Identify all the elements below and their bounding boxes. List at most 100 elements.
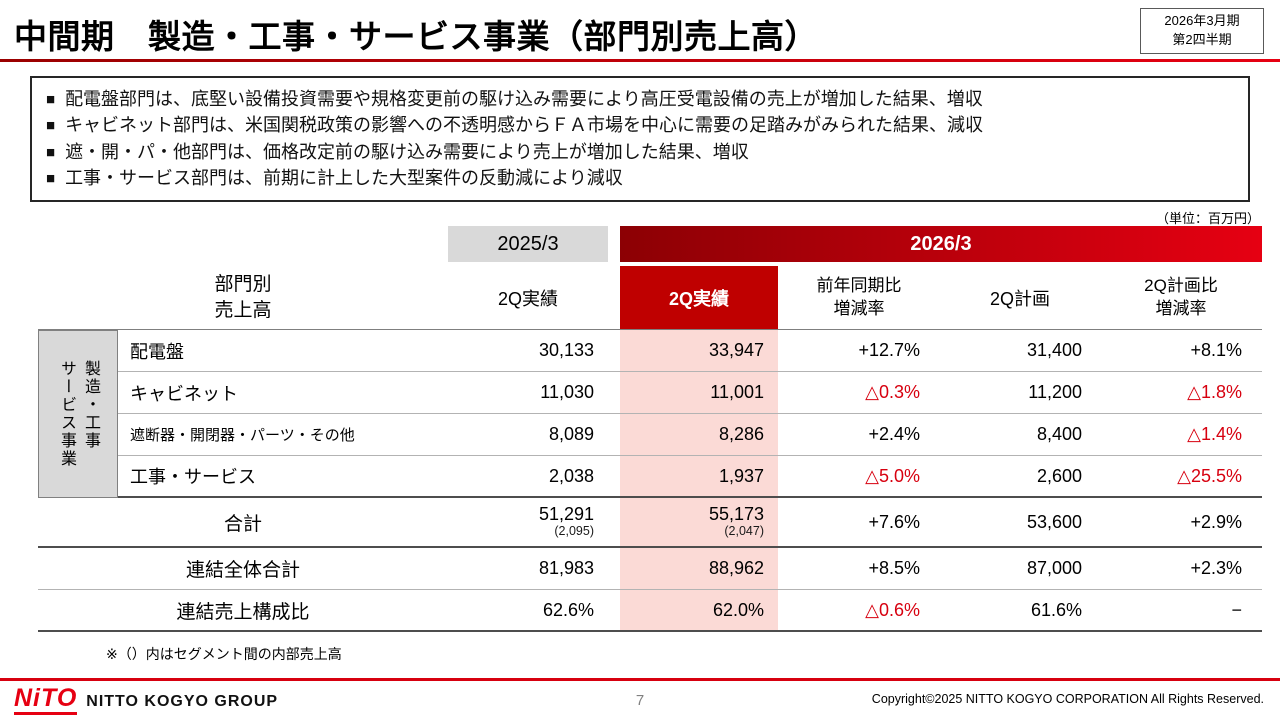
cell-prev-actual: 30,133 xyxy=(538,340,594,360)
table-row-segment-total: 合計 51,291 (2,095) 55,173 (2,047) +7.6% 5… xyxy=(38,498,1262,548)
cell-prev-actual: 8,089 xyxy=(548,424,594,444)
header-prev-q2-actual: 2Q実績 xyxy=(497,288,558,309)
total-prev-value: 51,291 xyxy=(538,504,594,525)
column-gap xyxy=(608,330,620,371)
cell-yoy: +8.5% xyxy=(868,558,920,578)
footer-divider xyxy=(0,678,1280,681)
total-prev-internal-sales: (2,095) xyxy=(554,524,594,539)
copyright-text: Copyright©2025 NITTO KOGYO CORPORATION A… xyxy=(871,692,1264,706)
column-group-curr-year: 2026/3 xyxy=(620,226,1262,262)
cell-plan: 11,200 xyxy=(1028,382,1082,402)
segment-vertical-label: 製造・工事 サービス事業 xyxy=(38,330,118,498)
table-row-cabinet: キャビネット 11,030 11,001 △0.3% 11,200 △1.8% xyxy=(38,372,1262,414)
total-curr-value: 55,173 xyxy=(708,504,764,525)
column-gap xyxy=(608,266,620,329)
cell-yoy: △0.3% xyxy=(865,382,920,402)
row-label: 連結全体合計 xyxy=(185,560,300,581)
row-label: 工事・サービス xyxy=(130,467,256,487)
highlight-item: ■ キャビネット部門は、米国関税政策の影響への不透明感からＦＡ市場を中心に需要の足… xyxy=(46,114,1234,137)
sales-table: 2025/3 2026/3 部門別 売上高 2Q実績 2Q実績 前年同期比 増減… xyxy=(38,226,1262,632)
bullet-icon: ■ xyxy=(46,90,56,108)
highlight-item: ■ 工事・サービス部門は、前期に計上した大型案件の反動減により減収 xyxy=(46,167,1234,190)
column-gap xyxy=(608,456,620,496)
row-label: 連結売上構成比 xyxy=(176,601,310,623)
cell-yoy: △5.0% xyxy=(865,465,920,486)
highlight-item: ■ 配電盤部門は、底堅い設備投資需要や規格変更前の駆け込み需要により高圧受電設備の… xyxy=(46,88,1234,111)
cell-plan: 2,600 xyxy=(1036,465,1082,486)
fiscal-period-box: 2026年3月期 第2四半期 xyxy=(1140,8,1264,54)
cell-curr-actual: 62.0% xyxy=(620,590,778,630)
column-group-prev-year: 2025/3 xyxy=(448,226,608,262)
cell-vs-plan: +2.3% xyxy=(1190,558,1242,578)
cell-curr-actual: 1,937 xyxy=(620,456,778,496)
highlight-item: ■ 遮・開・パ・他部門は、価格改定前の駆け込み需要により売上が増加した結果、増収 xyxy=(46,141,1234,164)
row-label: 遮断器・開閉器・パーツ・その他 xyxy=(130,427,355,444)
cell-vs-plan: +8.1% xyxy=(1190,340,1242,360)
cell-yoy: △0.6% xyxy=(865,599,920,620)
cell-plan: 31,400 xyxy=(1026,340,1082,360)
cell-curr-actual: 55,173 (2,047) xyxy=(620,498,778,546)
cell-curr-actual: 8,286 xyxy=(620,414,778,455)
bullet-icon: ■ xyxy=(46,117,56,135)
row-label: キャビネット xyxy=(130,383,238,404)
table-row-consolidated-total: 連結全体合計 81,983 88,962 +8.5% 87,000 +2.3% xyxy=(38,548,1262,590)
row-label: 配電盤 xyxy=(130,341,184,362)
row-label: 合計 xyxy=(223,513,262,535)
highlight-text: 配電盤部門は、底堅い設備投資需要や規格変更前の駆け込み需要により高圧受電設備の売… xyxy=(65,88,983,109)
column-header-row: 部門別 売上高 2Q実績 2Q実績 前年同期比 増減率 2Q計画 2Q計画比 増… xyxy=(38,266,1262,330)
header-division: 部門別 売上高 xyxy=(214,273,272,321)
column-gap xyxy=(608,372,620,413)
cell-vs-plan: +2.9% xyxy=(1190,511,1242,532)
unit-note: （単位：百万円） xyxy=(1155,211,1260,226)
table-row-breakers-parts: 遮断器・開閉器・パーツ・その他 8,089 8,286 +2.4% 8,400 … xyxy=(38,414,1262,456)
column-gap xyxy=(608,498,620,546)
cell-plan: 87,000 xyxy=(1026,558,1082,578)
cell-prev-actual: 11,030 xyxy=(540,382,594,402)
fiscal-quarter-label: 第2四半期 xyxy=(1172,31,1232,47)
cell-vs-plan: △1.4% xyxy=(1187,424,1242,444)
cell-vs-plan: − xyxy=(1231,599,1242,620)
cell-curr-actual: 33,947 xyxy=(620,330,778,371)
bullet-icon: ■ xyxy=(46,143,56,161)
header-curr-q2-actual: 2Q実績 xyxy=(620,266,778,329)
cell-plan: 53,600 xyxy=(1026,511,1082,532)
cell-plan: 8,400 xyxy=(1036,424,1082,444)
column-gap xyxy=(608,590,620,630)
page-number: 7 xyxy=(635,692,645,709)
highlight-text: キャビネット部門は、米国関税政策の影響への不透明感からＦＡ市場を中心に需要の足踏… xyxy=(65,115,984,136)
cell-vs-plan: △1.8% xyxy=(1187,382,1242,402)
company-logo: NiTO NITTO KOGYO GROUP xyxy=(14,686,278,715)
table-row-construction-service: 工事・サービス 2,038 1,937 △5.0% 2,600 △25.5% xyxy=(38,456,1262,498)
cell-curr-actual: 88,962 xyxy=(620,548,778,589)
cell-prev-actual: 2,038 xyxy=(548,465,594,486)
bullet-icon: ■ xyxy=(46,170,56,188)
fiscal-year-label: 2026年3月期 xyxy=(1164,13,1240,28)
page-title: 中間期 製造・工事・サービス事業（部門別売上高） xyxy=(14,18,818,55)
highlight-text: 遮・開・パ・他部門は、価格改定前の駆け込み需要により売上が増加した結果、増収 xyxy=(65,141,749,162)
header-yoy-change: 前年同期比 増減率 xyxy=(816,275,902,318)
total-curr-internal-sales: (2,047) xyxy=(724,524,764,539)
cell-prev-actual: 81,983 xyxy=(538,558,594,578)
cell-prev-actual: 62.6% xyxy=(542,599,594,620)
cell-plan: 61.6% xyxy=(1030,599,1082,620)
table-footnote: ※（）内はセグメント間の内部売上高 xyxy=(106,646,342,662)
header-vs-plan-change: 2Q計画比 増減率 xyxy=(1144,275,1218,318)
table-row-consolidated-ratio: 連結売上構成比 62.6% 62.0% △0.6% 61.6% − xyxy=(38,590,1262,632)
cell-vs-plan: △25.5% xyxy=(1177,465,1242,486)
nito-logo-icon: NiTO xyxy=(14,686,78,715)
cell-yoy: +2.4% xyxy=(868,424,920,444)
title-divider xyxy=(0,59,1280,62)
cell-yoy: +12.7% xyxy=(858,340,920,360)
highlight-text: 工事・サービス部門は、前期に計上した大型案件の反動減により減収 xyxy=(65,168,623,189)
header-q2-plan: 2Q計画 xyxy=(989,288,1050,309)
column-gap xyxy=(608,414,620,455)
cell-prev-actual: 51,291 (2,095) xyxy=(448,498,608,546)
column-gap xyxy=(608,548,620,589)
column-group-row: 2025/3 2026/3 xyxy=(38,226,1262,266)
cell-curr-actual: 11,001 xyxy=(620,372,778,413)
table-row-switchgear: 配電盤 30,133 33,947 +12.7% 31,400 +8.1% xyxy=(38,330,1262,372)
brand-name: NITTO KOGYO GROUP xyxy=(86,693,279,710)
highlights-box: ■ 配電盤部門は、底堅い設備投資需要や規格変更前の駆け込み需要により高圧受電設備の… xyxy=(30,76,1250,202)
cell-yoy: +7.6% xyxy=(868,511,920,532)
